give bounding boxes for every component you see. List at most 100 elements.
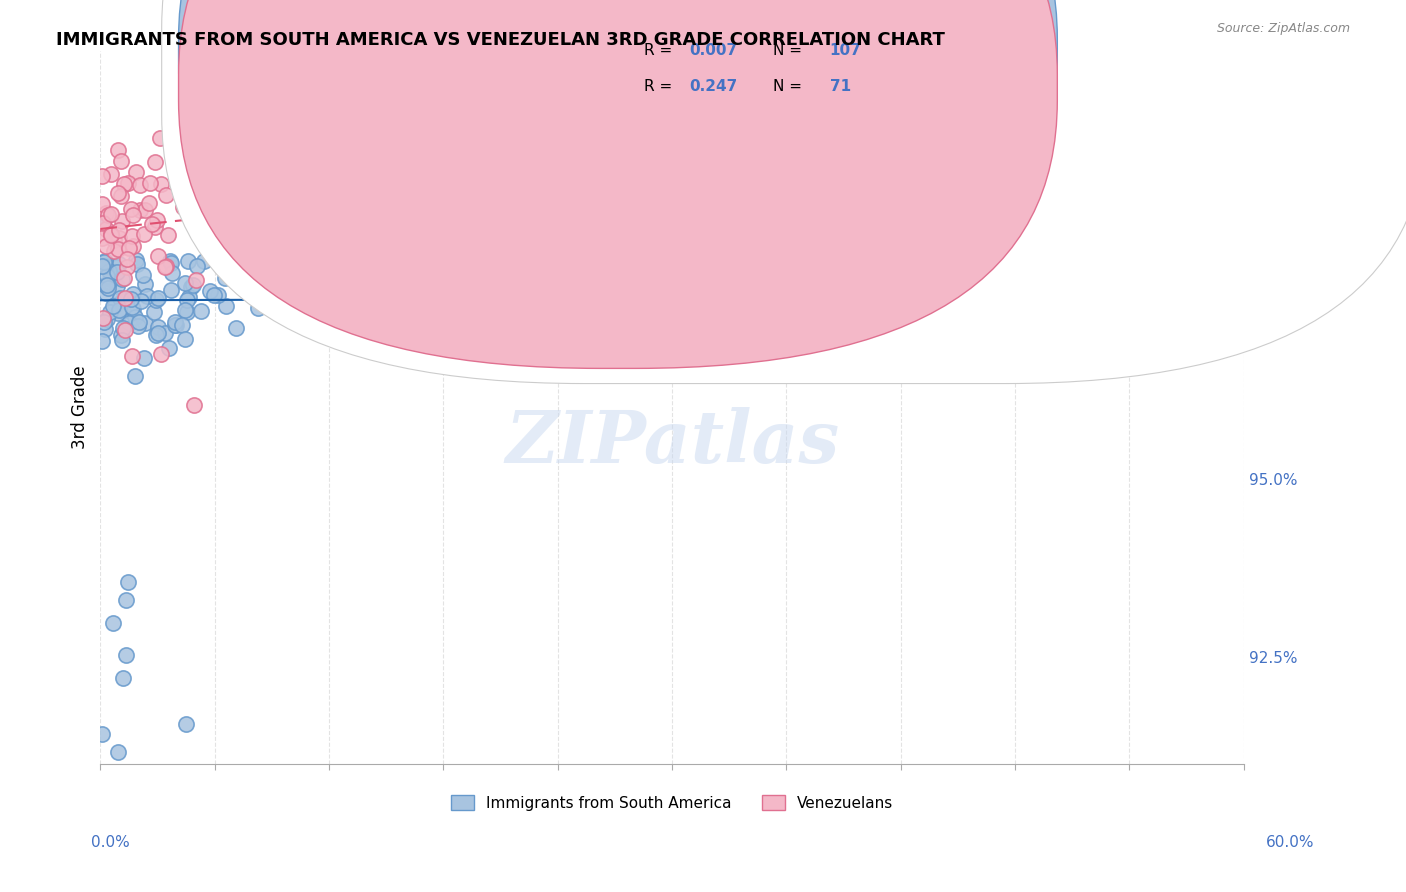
Point <box>107 231 129 245</box>
Point <box>129 202 152 217</box>
Point <box>254 187 277 202</box>
Point <box>373 293 395 308</box>
Point <box>236 253 259 268</box>
Point <box>176 305 198 319</box>
Point <box>422 307 444 321</box>
Point <box>91 311 114 326</box>
Point <box>129 294 152 309</box>
Point <box>134 203 156 218</box>
Point <box>101 299 124 313</box>
Text: 71: 71 <box>830 79 851 94</box>
Point <box>96 312 118 326</box>
Point <box>149 131 172 145</box>
Point <box>183 398 205 412</box>
Point <box>100 207 122 221</box>
Point <box>225 320 247 334</box>
Point <box>214 202 236 217</box>
Point <box>122 301 145 316</box>
Point <box>118 241 141 255</box>
Point <box>124 369 146 384</box>
Point <box>159 256 181 270</box>
Point <box>97 208 120 222</box>
Point <box>96 269 118 284</box>
Point <box>107 745 129 759</box>
Point <box>215 299 238 313</box>
Point <box>132 351 155 365</box>
Point <box>93 315 115 329</box>
Point <box>105 279 128 293</box>
Point <box>112 271 135 285</box>
Point <box>172 200 194 214</box>
Point <box>375 272 398 286</box>
Point <box>120 202 142 217</box>
Point <box>98 305 121 319</box>
Point <box>281 285 304 299</box>
Point <box>132 227 155 241</box>
Point <box>108 301 131 316</box>
Point <box>114 291 136 305</box>
Point <box>190 304 212 318</box>
Point <box>122 287 145 301</box>
Point <box>202 288 225 302</box>
Text: 107: 107 <box>830 44 862 58</box>
Point <box>103 234 125 248</box>
Point <box>148 326 170 340</box>
Text: 0.0%: 0.0% <box>91 836 131 850</box>
Point <box>128 315 150 329</box>
Point <box>155 260 177 274</box>
Point <box>117 260 139 275</box>
Point <box>181 278 204 293</box>
Point <box>163 318 186 332</box>
Point <box>108 303 131 318</box>
Point <box>121 229 143 244</box>
Point <box>165 318 187 333</box>
Point <box>122 239 145 253</box>
Point <box>107 143 129 157</box>
Point <box>173 332 195 346</box>
Point <box>101 615 124 630</box>
Point <box>94 321 117 335</box>
Point <box>134 316 156 330</box>
Point <box>91 727 114 741</box>
Point <box>214 271 236 285</box>
Point <box>94 285 117 300</box>
Point <box>111 320 134 334</box>
Point <box>115 252 138 266</box>
Point <box>108 291 131 305</box>
Text: ZIPatlas: ZIPatlas <box>505 408 839 478</box>
Point <box>149 347 172 361</box>
Text: R =: R = <box>644 79 678 94</box>
Point <box>98 263 121 277</box>
Point <box>246 301 269 315</box>
Text: 0.247: 0.247 <box>689 79 737 94</box>
Point <box>110 154 132 169</box>
Point <box>94 254 117 268</box>
Point <box>145 293 167 308</box>
Point <box>107 242 129 256</box>
Point <box>187 173 209 187</box>
Point <box>114 592 136 607</box>
Point <box>114 648 136 662</box>
Point <box>94 222 117 236</box>
Y-axis label: 3rd Grade: 3rd Grade <box>72 366 89 449</box>
Point <box>181 195 204 210</box>
Point <box>94 259 117 273</box>
Point <box>117 574 139 589</box>
Point <box>145 155 167 169</box>
Point <box>105 260 128 275</box>
Point <box>254 227 277 242</box>
Point <box>111 213 134 227</box>
Point <box>111 272 134 286</box>
Point <box>159 253 181 268</box>
Point <box>108 222 131 236</box>
Point <box>173 276 195 290</box>
Point <box>111 334 134 348</box>
Point <box>186 260 208 274</box>
Point <box>107 305 129 319</box>
Point <box>100 167 122 181</box>
Point <box>104 298 127 312</box>
Point <box>127 319 149 334</box>
Point <box>121 300 143 314</box>
Point <box>103 244 125 258</box>
Point <box>110 293 132 308</box>
